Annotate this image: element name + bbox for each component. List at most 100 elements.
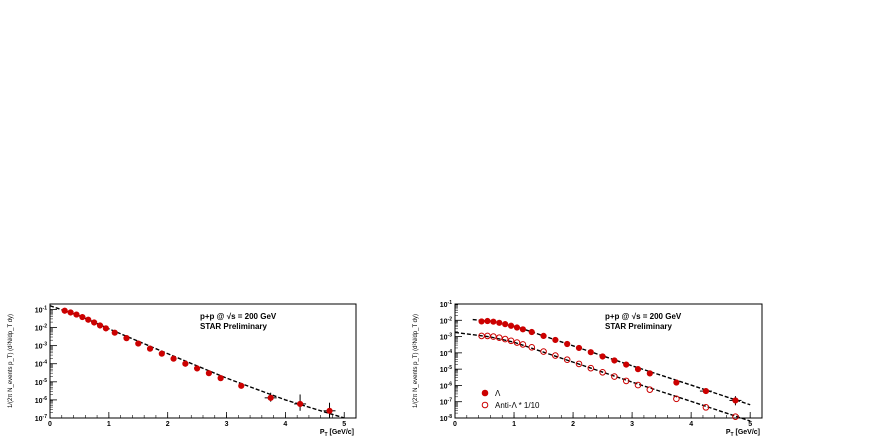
annotation-text: STAR Preliminary (605, 322, 673, 331)
data-point (732, 413, 739, 421)
data-point (478, 318, 485, 325)
data-point (563, 356, 571, 364)
data-point (611, 373, 618, 380)
x-tick-label: 1 (512, 421, 516, 428)
x-tick-label: 5 (342, 421, 346, 428)
y-tick-label: 10-1 (35, 305, 47, 314)
y-tick-label: 10-5 (35, 378, 47, 387)
y-tick-label: 10-6 (35, 396, 47, 405)
data-point (507, 322, 515, 329)
data-point (673, 379, 680, 386)
data-point (79, 313, 86, 321)
data-point (67, 309, 74, 316)
data-point (519, 341, 527, 348)
data-point (490, 318, 497, 325)
x-tick-label: 5 (748, 421, 752, 428)
fit-curve (49, 305, 345, 419)
data-point (326, 407, 333, 414)
data-point (575, 344, 583, 352)
data-point (182, 360, 189, 367)
data-point (540, 348, 547, 355)
legend-label: Λ (495, 389, 501, 398)
data-point (102, 325, 110, 332)
legend-label: Anti-Λ * 1/10 (495, 401, 540, 410)
data-point (135, 340, 142, 347)
data-point (528, 328, 535, 336)
y-tick-label: 10-6 (440, 381, 452, 390)
y-tick-label: 10-4 (440, 349, 452, 358)
x-tick-label: 3 (630, 421, 634, 428)
data-point (73, 311, 80, 318)
legend-marker (481, 401, 489, 409)
y-tick-label: 10-1 (440, 300, 452, 309)
chart-panel-1: 0 1 2 3 4 5 10-1 10-2 10-3 10-4 10-5 10-6 10-7 PT [Ge… (8, 303, 357, 436)
data-point (540, 332, 547, 339)
data-point (552, 352, 559, 359)
data-point (194, 365, 201, 372)
annotation-text: p+p @ √s = 200 GeV (200, 312, 277, 321)
y-tick-label: 10-7 (440, 398, 452, 407)
data-point (267, 394, 274, 401)
x-axis-label: PT [GeV/c] (320, 429, 354, 436)
y-tick-label: 10-3 (440, 333, 452, 342)
data-point (513, 324, 521, 331)
x-tick-label: 0 (48, 421, 52, 428)
data-point (513, 339, 521, 346)
chart-panel-2: 0 1 2 3 4 5 10-1 10-2 10-3 10-4 10-5 10-6 10-7 10-8 PT… (413, 300, 763, 436)
x-tick-label: 3 (225, 421, 229, 428)
y-tick-label: 10-4 (35, 360, 47, 369)
data-point (646, 386, 654, 393)
data-point (702, 387, 710, 395)
data-point (296, 400, 304, 408)
y-tick-label: 10-7 (35, 414, 47, 423)
data-point (575, 360, 583, 368)
y-tick-label: 10-5 (440, 365, 452, 374)
data-point (587, 349, 594, 356)
data-point (96, 322, 104, 329)
data-point (673, 395, 680, 403)
data-point (732, 397, 739, 404)
data-point (484, 317, 491, 325)
x-tick-label: 4 (689, 421, 693, 428)
data-point (490, 333, 497, 340)
data-point (217, 375, 224, 382)
data-point (496, 319, 503, 326)
data-point (552, 336, 559, 344)
x-tick-label: 4 (283, 421, 287, 428)
data-point (61, 307, 68, 314)
annotation-text: p+p @ √s = 200 GeV (605, 312, 682, 321)
data-point (123, 335, 130, 342)
data-point (622, 377, 630, 385)
data-point (587, 364, 595, 372)
data-point (205, 370, 212, 377)
data-point (519, 326, 526, 333)
data-point (634, 381, 642, 389)
x-tick-label: 1 (107, 421, 111, 428)
data-point (507, 337, 515, 345)
data-point (495, 334, 503, 342)
data-point (599, 368, 606, 376)
data-point (238, 382, 245, 389)
data-point (91, 319, 98, 326)
data-point (528, 343, 536, 351)
data-point (111, 329, 118, 336)
y-tick-label: 10-2 (440, 316, 452, 325)
x-tick-label: 2 (166, 421, 170, 428)
legend-marker (481, 389, 489, 397)
y-axis-label: 1/(2π N_events p_T) (d²N/dp_T dy) (8, 314, 14, 408)
data-point (611, 357, 618, 364)
data-point (501, 335, 509, 343)
fit-curve (454, 331, 751, 422)
data-point (85, 316, 92, 323)
data-point (564, 340, 571, 348)
x-tick-label: 2 (571, 421, 575, 428)
data-point (623, 361, 630, 368)
data-point (646, 370, 653, 377)
y-tick-label: 10-3 (35, 342, 47, 351)
annotation-text: STAR Preliminary (200, 322, 268, 331)
data-point (702, 404, 710, 411)
data-point (146, 345, 154, 352)
y-tick-label: 10-8 (440, 414, 452, 423)
x-axis-label: PT [GeV/c] (726, 429, 760, 436)
